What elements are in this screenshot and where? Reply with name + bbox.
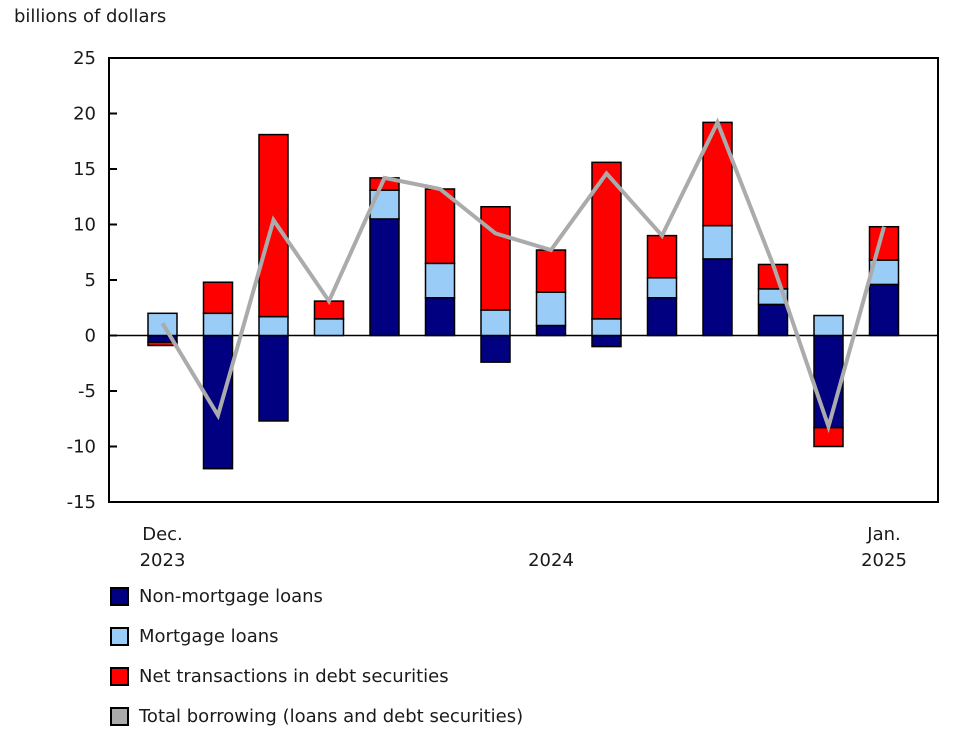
x-axis-tick-label: 2023	[140, 550, 186, 571]
x-axis-tick-label: Dec.	[142, 524, 183, 545]
bar-segment	[535, 324, 567, 337]
legend-label: Mortgage loans	[139, 625, 279, 647]
bar-segment	[313, 318, 345, 337]
y-axis-tick-label: 0	[85, 326, 96, 347]
bar-segment	[535, 249, 567, 293]
legend: Non-mortgage loans Mortgage loans Net tr…	[110, 585, 524, 748]
mortgage-loans-swatch-icon	[110, 626, 129, 646]
y-axis-tick-label: 10	[73, 215, 96, 236]
x-axis-tick-label: 2025	[861, 550, 907, 571]
bar-segment	[813, 314, 844, 337]
bar-segment	[646, 234, 678, 279]
bar-segment	[480, 309, 511, 337]
bar-segment	[646, 297, 678, 337]
x-axis-tick-label: Jan.	[866, 524, 900, 545]
bar-segment	[202, 312, 234, 337]
debt-securities-swatch-icon	[110, 666, 129, 686]
bar-segment	[591, 334, 622, 348]
bar-segment	[702, 258, 733, 337]
y-axis-tick-label: -10	[67, 437, 96, 458]
x-axis-tick-label: 2024	[528, 550, 574, 571]
bar-segment	[202, 281, 234, 315]
total-borrowing-line	[160, 117, 886, 434]
bar-segment	[702, 121, 733, 227]
bar-segment	[258, 315, 289, 337]
bar-segment	[813, 334, 844, 429]
chart-title: billions of dollars	[14, 6, 167, 27]
total-borrowing-swatch-icon	[110, 706, 129, 726]
legend-item-total-borrowing: Total borrowing (loans and debt securiti…	[110, 705, 524, 727]
legend-item-debt-securities: Net transactions in debt securities	[110, 665, 523, 687]
y-axis-tick-label: 25	[73, 48, 96, 69]
bar-segment	[591, 318, 622, 337]
bar-segment	[480, 205, 511, 311]
legend-label: Net transactions in debt securities	[139, 665, 449, 687]
bar-chart: 25 20 15 10 5 0 -5 -10 -15 Dec. 2023 2024 Jan. 2025	[67, 48, 939, 571]
bar-segment	[424, 188, 456, 265]
non-mortgage-loans-swatch-icon	[110, 586, 129, 606]
bar-segment	[258, 334, 289, 422]
y-axis-tick-label: 15	[73, 159, 96, 180]
bar-segment	[369, 218, 400, 337]
bar-segment	[535, 291, 567, 327]
bar-segment	[424, 262, 456, 299]
bar-segment	[702, 224, 733, 260]
bar-segment	[646, 277, 678, 299]
bar-segment	[424, 297, 456, 337]
legend-label: Total borrowing (loans and debt securiti…	[139, 705, 524, 727]
bar-segment	[868, 283, 900, 337]
legend-label: Non-mortgage loans	[139, 585, 323, 607]
y-axis-tick-label: 20	[73, 104, 96, 125]
y-axis-tick-label: 5	[85, 270, 96, 291]
y-axis-tick-label: -15	[67, 492, 96, 513]
bar-segment	[757, 303, 789, 337]
legend-item-mortgage-loans: Mortgage loans	[110, 625, 523, 647]
bar-segment	[480, 334, 511, 363]
legend-item-non-mortgage-loans: Non-mortgage loans	[110, 585, 523, 607]
y-axis-tick-label: -5	[78, 381, 96, 402]
